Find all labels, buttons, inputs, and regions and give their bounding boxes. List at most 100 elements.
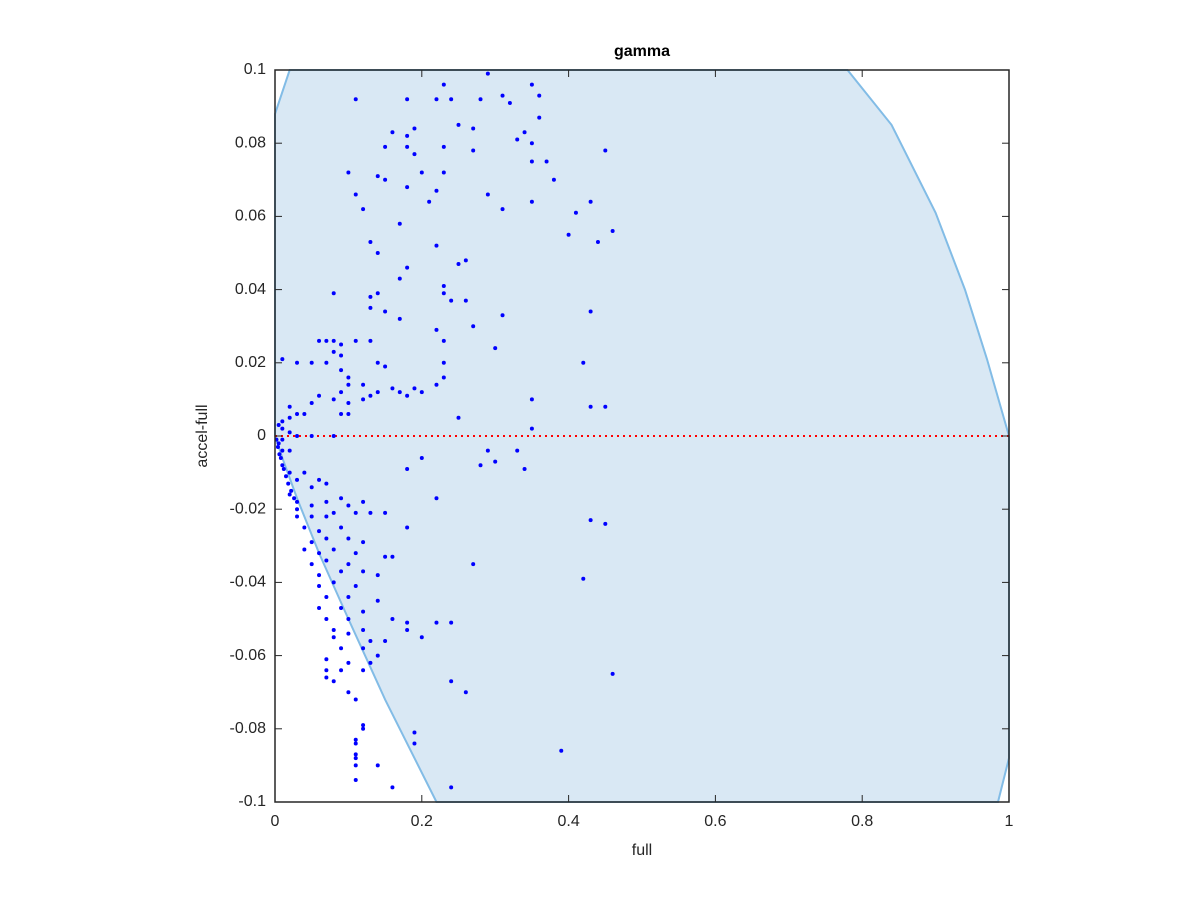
point (292, 496, 297, 501)
point (588, 309, 593, 314)
point (280, 437, 285, 442)
point (375, 573, 380, 578)
point (275, 444, 280, 449)
point (463, 298, 468, 303)
point (405, 466, 410, 471)
point (419, 455, 424, 460)
point (456, 122, 461, 127)
point (478, 97, 483, 102)
point (471, 562, 476, 567)
point (346, 536, 351, 541)
point (383, 554, 388, 559)
point (485, 448, 490, 453)
point (280, 419, 285, 424)
point (419, 170, 424, 175)
point (353, 697, 358, 702)
point (331, 635, 336, 640)
point (353, 752, 358, 757)
point (317, 551, 322, 556)
point (383, 177, 388, 182)
point (397, 390, 402, 395)
point (324, 536, 329, 541)
point (302, 470, 307, 475)
point (339, 496, 344, 501)
point (309, 401, 314, 406)
point (317, 606, 322, 611)
point (463, 690, 468, 695)
point (324, 595, 329, 600)
point (346, 382, 351, 387)
point (449, 620, 454, 625)
point (456, 415, 461, 420)
point (295, 514, 300, 519)
point (324, 668, 329, 673)
point (331, 434, 336, 438)
point (441, 375, 446, 380)
point (339, 368, 344, 373)
point (383, 364, 388, 369)
point (515, 137, 520, 142)
point (331, 397, 336, 402)
y-tick-label: -0.06 (230, 647, 267, 664)
point (449, 785, 454, 790)
point (500, 93, 505, 98)
point (317, 529, 322, 534)
point (361, 723, 366, 728)
point (353, 338, 358, 343)
point (276, 441, 281, 446)
point (361, 726, 366, 731)
x-axis-label: full (632, 842, 652, 859)
point (405, 97, 410, 102)
point (603, 404, 608, 409)
point (361, 540, 366, 545)
point (500, 313, 505, 318)
point (544, 159, 549, 164)
point (309, 503, 314, 508)
point (331, 510, 336, 515)
point (353, 551, 358, 556)
point (405, 185, 410, 190)
point (324, 360, 329, 365)
point (280, 357, 285, 362)
point (573, 210, 578, 215)
point (276, 423, 281, 428)
point (427, 199, 432, 204)
point (353, 97, 358, 102)
point (471, 148, 476, 153)
point (361, 382, 366, 387)
y-tick-label: 0.02 (235, 354, 266, 371)
point (390, 554, 395, 559)
point (493, 459, 498, 464)
point (353, 741, 358, 746)
point (434, 382, 439, 387)
point (449, 679, 454, 684)
point (287, 448, 292, 453)
point (529, 82, 534, 87)
point (390, 617, 395, 621)
point (339, 412, 344, 417)
point (331, 291, 336, 296)
point (324, 657, 329, 662)
point (295, 434, 300, 438)
point (434, 243, 439, 248)
point (331, 338, 336, 343)
point (317, 393, 322, 398)
point (441, 291, 446, 296)
point (405, 627, 410, 632)
point (412, 730, 417, 735)
point (339, 569, 344, 574)
point (331, 679, 336, 684)
point (361, 646, 366, 651)
point (287, 430, 292, 435)
point (361, 207, 366, 212)
point (529, 397, 534, 402)
point (375, 174, 380, 179)
point (361, 499, 366, 504)
y-tick-label: 0.08 (235, 134, 266, 151)
y-axis-label: accel-full (194, 404, 211, 467)
point (375, 763, 380, 768)
point (346, 503, 351, 508)
point (603, 148, 608, 153)
point (309, 562, 314, 567)
point (280, 426, 285, 431)
